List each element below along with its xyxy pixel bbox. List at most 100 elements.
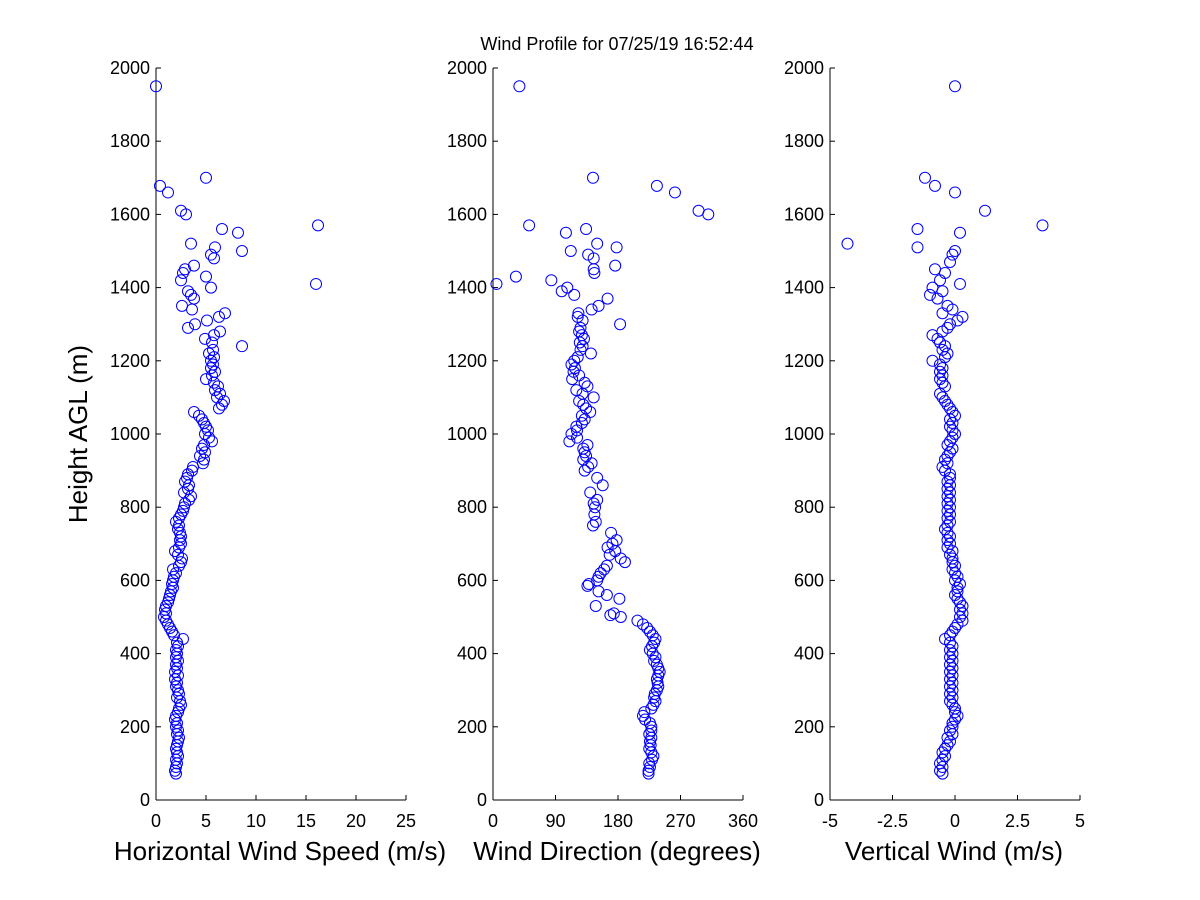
data-point xyxy=(841,237,854,250)
data-point xyxy=(924,288,936,301)
data-point xyxy=(939,453,951,466)
x-tick-label: 25 xyxy=(396,811,416,831)
data-point xyxy=(186,303,198,316)
data-point xyxy=(944,724,956,737)
data-point xyxy=(946,720,959,733)
data-point xyxy=(173,702,185,715)
data-point xyxy=(310,277,322,290)
data-point xyxy=(600,589,613,602)
data-point xyxy=(576,314,589,327)
data-point xyxy=(600,559,613,572)
x-tick-label: 10 xyxy=(246,811,266,831)
data-point xyxy=(173,541,185,554)
y-tick-label: 600 xyxy=(457,570,487,590)
data-point xyxy=(213,402,225,415)
data-point xyxy=(944,680,956,693)
y-tick-label: 1400 xyxy=(784,278,824,298)
data-point xyxy=(941,449,954,462)
data-point xyxy=(949,428,961,440)
data-point xyxy=(645,702,658,715)
data-point xyxy=(200,373,212,386)
data-point xyxy=(939,351,951,364)
data-point xyxy=(946,691,959,704)
data-point xyxy=(941,534,954,547)
data-point xyxy=(170,742,182,755)
data-point xyxy=(949,186,961,199)
data-point xyxy=(587,391,600,404)
data-point xyxy=(936,746,949,759)
data-point xyxy=(163,592,175,605)
data-point xyxy=(565,358,578,371)
data-point xyxy=(936,285,949,298)
data-point xyxy=(199,332,211,345)
data-point xyxy=(162,186,174,199)
y-tick-label: 600 xyxy=(794,570,824,590)
data-point xyxy=(944,643,956,656)
y-tick-label: 2000 xyxy=(110,58,150,78)
x-tick-label: 0 xyxy=(488,811,498,831)
data-point xyxy=(931,332,944,345)
data-point xyxy=(941,347,954,360)
y-tick-label: 1600 xyxy=(784,204,824,224)
data-point xyxy=(202,424,214,437)
data-point xyxy=(954,277,966,290)
data-point xyxy=(956,607,969,620)
data-point xyxy=(919,171,931,184)
x-tick-label: 5 xyxy=(1075,811,1085,831)
data-point xyxy=(236,245,248,257)
data-point xyxy=(951,709,964,722)
data-point xyxy=(946,669,959,682)
y-tick-label: 0 xyxy=(477,790,487,810)
data-point xyxy=(956,600,969,613)
data-point xyxy=(944,687,956,700)
data-point xyxy=(603,548,616,561)
data-point xyxy=(205,281,217,294)
data-point xyxy=(180,208,192,221)
data-point xyxy=(944,413,956,426)
x-tick-label: 0 xyxy=(151,811,161,831)
data-point xyxy=(648,654,661,667)
data-point xyxy=(154,179,166,192)
y-tick-label: 1000 xyxy=(784,424,824,444)
data-point xyxy=(169,545,181,558)
data-point xyxy=(949,80,961,93)
data-point xyxy=(182,321,194,334)
data-point xyxy=(591,471,604,484)
data-point xyxy=(944,420,956,433)
data-point xyxy=(946,684,959,697)
data-point xyxy=(954,603,966,616)
data-point xyxy=(219,307,231,320)
data-point xyxy=(944,673,956,686)
data-point xyxy=(545,274,558,287)
data-point xyxy=(946,698,959,711)
data-point xyxy=(936,753,949,766)
data-point xyxy=(936,767,949,780)
y-tick-label: 200 xyxy=(794,717,824,737)
data-point xyxy=(931,292,944,305)
y-tick-label: 1200 xyxy=(110,351,150,371)
data-point xyxy=(614,552,627,565)
vertical-x-axis-label: Vertical Wind (m/s) xyxy=(845,836,1063,866)
data-point xyxy=(211,391,223,404)
data-point xyxy=(214,325,226,338)
data-point xyxy=(944,479,956,492)
data-point xyxy=(944,471,956,484)
data-point xyxy=(637,618,649,631)
x-tick-label: 180 xyxy=(603,811,633,831)
data-point xyxy=(946,417,959,430)
data-point xyxy=(941,490,954,503)
y-tick-label: 800 xyxy=(120,497,150,517)
figure-title: Wind Profile for 07/25/19 16:52:44 xyxy=(480,34,753,54)
data-point xyxy=(639,713,652,726)
y-tick-label: 800 xyxy=(457,497,487,517)
data-point xyxy=(951,592,964,605)
data-point xyxy=(944,402,956,415)
data-point xyxy=(946,662,959,675)
data-point xyxy=(643,625,656,638)
data-point xyxy=(944,537,956,550)
data-point xyxy=(578,413,591,426)
data-point xyxy=(944,548,956,561)
data-point xyxy=(185,237,197,250)
data-point xyxy=(936,369,949,382)
